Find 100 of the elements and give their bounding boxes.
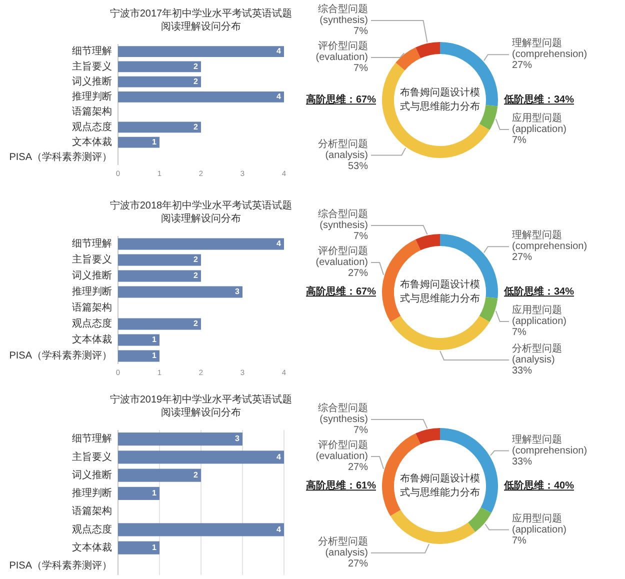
y-tick-label: 推理判断: [72, 487, 112, 500]
y-tick-label: 推理判断: [72, 286, 112, 298]
text: 布鲁姆问题设计模式与思维能力分布: [400, 472, 480, 499]
chart-subtitle: 阅读理解设问分布: [161, 20, 241, 33]
text: 布鲁姆问题设计模式与思维能力分布: [400, 86, 480, 113]
slice-label: 评价型问题(evaluation): [316, 245, 368, 268]
y-tick-label: PISA（学科素养测评）: [9, 151, 112, 164]
data-label: 2: [194, 62, 199, 71]
data-label: 7%: [354, 26, 368, 38]
y-tick-label: 语篇架构: [72, 302, 112, 314]
y-tick-label: 文本体裁: [72, 541, 112, 554]
slice-label: 应用型问题(application): [512, 304, 566, 328]
chart-title: 宁波市2018年初中学业水平考试英语试题: [110, 200, 292, 212]
chart-title: 宁波市2019年初中学业水平考试英语试题: [110, 394, 292, 406]
bar: [118, 318, 201, 330]
data-label: 27%: [512, 60, 532, 72]
data-label: 33%: [512, 456, 532, 468]
y-tick-label: 细节理解: [72, 45, 112, 58]
data-label: 4: [276, 46, 282, 56]
y-tick-label: 词义推断: [72, 270, 112, 282]
data-label: 1: [152, 335, 158, 344]
bar: [118, 61, 201, 72]
bar: [118, 523, 284, 536]
data-label: 2: [194, 319, 199, 328]
donut-slice: [468, 507, 492, 532]
bar: [118, 254, 201, 266]
text: 低阶思维：34%: [503, 286, 574, 298]
text: 高阶思维：61%: [306, 480, 376, 492]
bar: [118, 270, 201, 282]
y-tick-label: 语篇架构: [72, 505, 112, 518]
y-tick-label: 语篇架构: [72, 106, 112, 118]
bar: [118, 76, 201, 88]
slice-label: 应用型问题(application): [512, 512, 566, 536]
data-label: 1: [152, 137, 158, 146]
data-label: 27%: [348, 558, 368, 570]
y-tick-label: 主旨要义: [72, 254, 112, 266]
chart-title: 宁波市2017年初中学业水平考试英语试题: [110, 8, 292, 20]
bar: [118, 46, 284, 58]
bar: [118, 136, 160, 148]
chart-subtitle: 阅读理解设问分布: [161, 406, 241, 419]
y-tick-label: 词义推断: [72, 75, 112, 88]
slice-label: 评价型问题(evaluation): [316, 40, 368, 64]
y-tick-label: PISA（学科素养测评）: [9, 350, 112, 362]
y-tick-label: 主旨要义: [72, 450, 112, 463]
slice-label: 综合型问题(synthesis): [318, 208, 368, 232]
data-label: 1: [152, 488, 158, 498]
data-label: 27%: [512, 252, 532, 264]
data-label: 2: [194, 122, 199, 132]
slice-label: 理解型问题(comprehension): [512, 229, 588, 252]
data-label: 1: [152, 351, 158, 360]
y-tick-label: 推理判断: [72, 90, 112, 103]
data-label: 2: [194, 271, 199, 280]
slice-label: 分析型问题(analysis): [318, 138, 368, 161]
donut-slice: [382, 239, 421, 322]
data-label: 2: [194, 255, 199, 264]
donut-slice: [440, 428, 498, 513]
donut-slice: [396, 47, 421, 70]
slice-label: 评价型问题(evaluation): [316, 439, 368, 462]
donut-slice: [416, 428, 440, 444]
text: 布鲁姆问题设计模式与思维能力分布: [400, 278, 480, 305]
y-tick-label: 文本体裁: [72, 136, 112, 148]
data-label: 4: [276, 524, 282, 534]
donut-slice: [416, 234, 440, 250]
bar: [118, 350, 160, 362]
data-label: 7%: [354, 231, 368, 242]
data-label: 7%: [512, 135, 527, 146]
slice-label: 综合型问题(synthesis): [318, 3, 368, 26]
bar: [118, 432, 242, 446]
donut-slice: [416, 42, 440, 58]
data-label: 2: [194, 470, 199, 480]
slice-label: 理解型问题(comprehension): [512, 37, 588, 60]
data-label: 7%: [354, 63, 368, 74]
bar: [118, 122, 201, 133]
data-label: 4: [276, 452, 282, 462]
data-label: 27%: [348, 268, 368, 280]
donut-slice: [382, 62, 490, 158]
data-label: 4: [276, 92, 282, 102]
donut-slice: [390, 510, 476, 544]
data-label: 53%: [348, 160, 368, 172]
donut-slice: [382, 433, 421, 516]
y-tick-label: PISA（学科素养测评）: [9, 560, 112, 572]
y-tick-label: 细节理解: [72, 238, 112, 250]
bar: [118, 541, 160, 554]
bar: [118, 334, 160, 346]
slice-label: 理解型问题(comprehension): [512, 433, 588, 456]
donut-slice: [479, 297, 498, 322]
bar: [118, 450, 284, 464]
bar: [118, 238, 284, 250]
data-label: 33%: [512, 366, 532, 377]
data-label: 3: [235, 434, 240, 444]
y-tick-label: 观点态度: [72, 120, 112, 133]
bar: [118, 286, 242, 298]
data-label: 4: [276, 239, 282, 248]
bar: [118, 486, 160, 500]
donut-slice: [390, 316, 490, 350]
data-label: 7%: [512, 535, 527, 546]
y-tick-label: 主旨要义: [72, 60, 112, 72]
y-tick-label: 观点态度: [72, 523, 112, 536]
chart-subtitle: 阅读理解设问分布: [161, 212, 241, 225]
text: 低阶思维：34%: [503, 94, 574, 106]
